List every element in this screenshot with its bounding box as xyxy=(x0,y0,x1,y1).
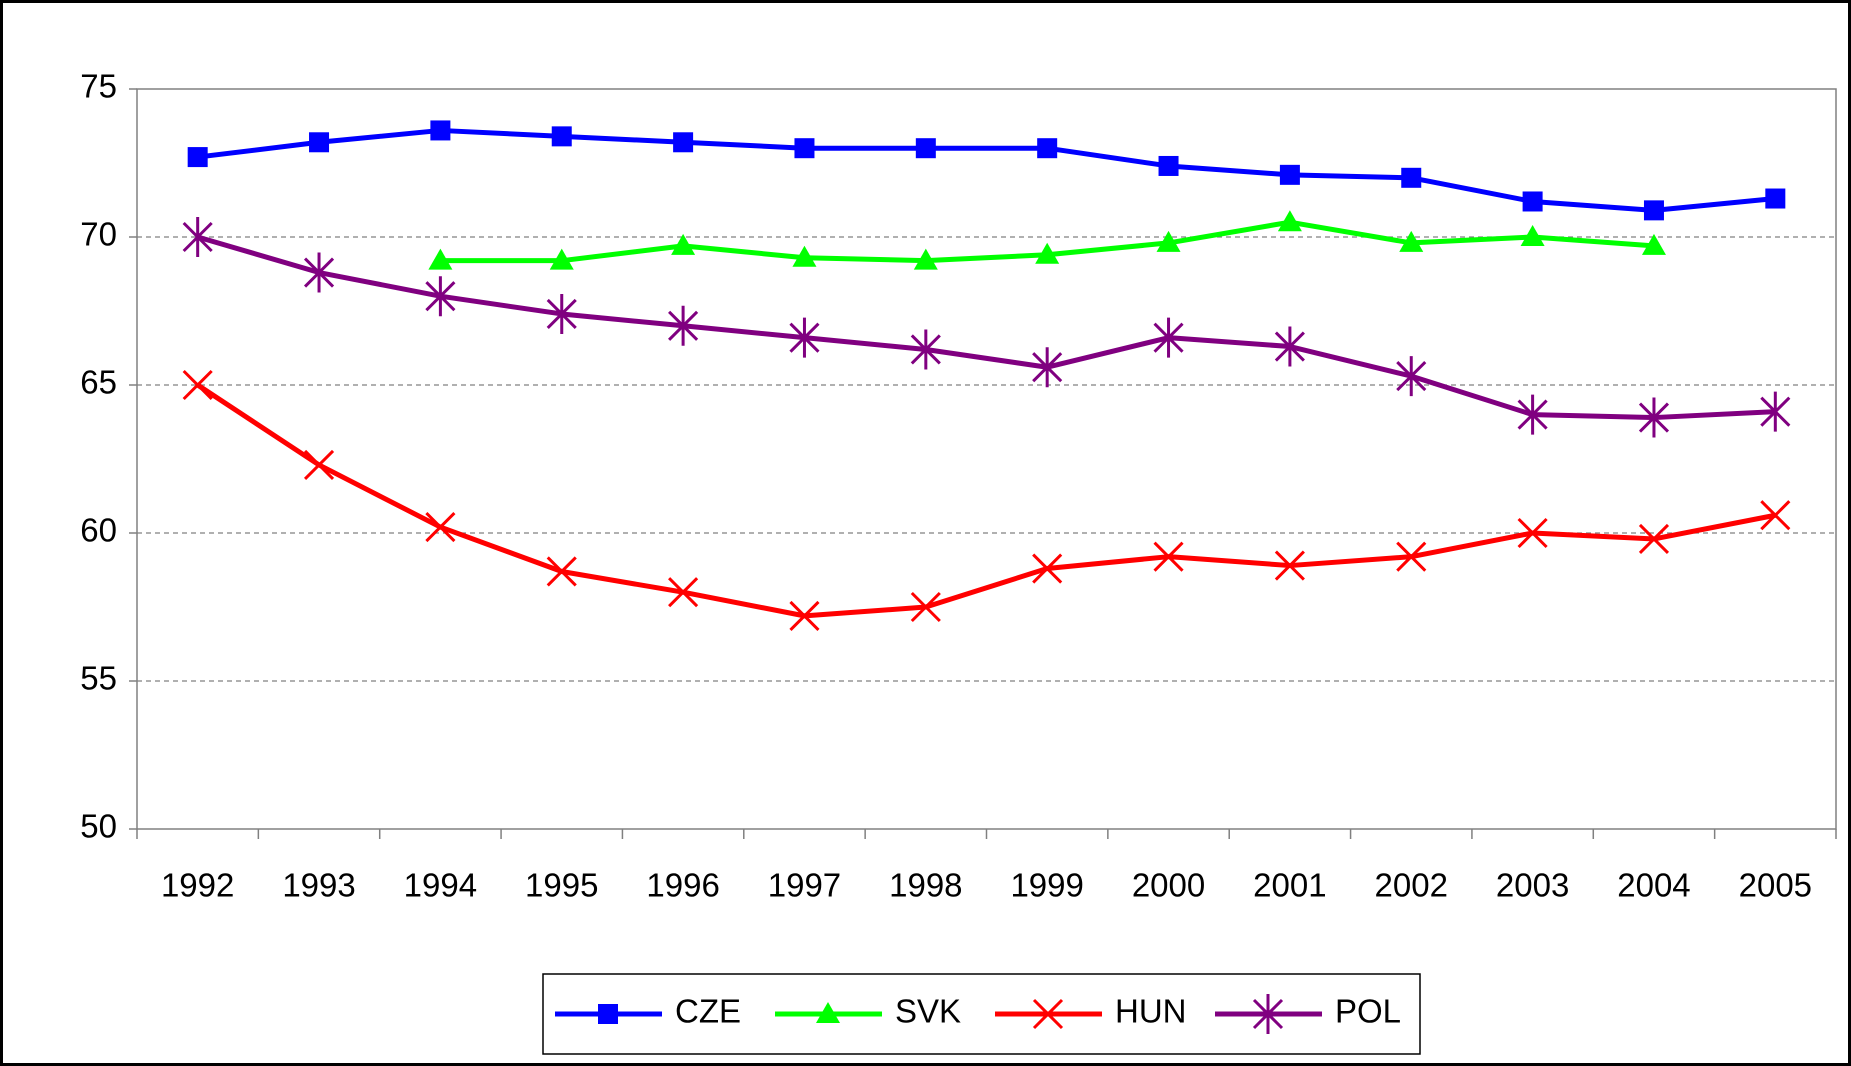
legend-label: SVK xyxy=(895,993,961,1030)
marker xyxy=(425,512,456,543)
x-tick-label: 1993 xyxy=(282,867,355,904)
marker xyxy=(1032,347,1063,388)
marker xyxy=(913,248,938,270)
y-tick-label: 55 xyxy=(80,660,117,697)
y-tick-label: 60 xyxy=(80,512,117,549)
marker xyxy=(1277,210,1302,232)
y-tick-label: 70 xyxy=(80,216,117,253)
x-tick-label: 1995 xyxy=(525,867,598,904)
marker xyxy=(309,132,330,153)
marker xyxy=(1765,188,1786,209)
marker xyxy=(816,1002,840,1023)
x-tick-label: 1992 xyxy=(161,867,234,904)
x-tick-label: 1999 xyxy=(1010,867,1083,904)
marker xyxy=(794,138,815,159)
marker xyxy=(1641,233,1666,255)
marker xyxy=(910,329,941,370)
marker xyxy=(1638,523,1670,554)
x-tick-label: 1997 xyxy=(768,867,841,904)
marker xyxy=(1760,391,1791,432)
marker xyxy=(1037,138,1058,159)
marker xyxy=(1760,500,1791,531)
marker xyxy=(303,449,335,480)
x-tick-label: 2000 xyxy=(1132,867,1205,904)
marker xyxy=(1153,317,1184,358)
y-tick-label: 50 xyxy=(80,808,117,845)
legend-label: CZE xyxy=(675,993,741,1030)
marker xyxy=(182,217,213,257)
marker xyxy=(668,305,699,346)
marker xyxy=(1156,230,1181,252)
marker xyxy=(915,138,936,159)
marker xyxy=(551,126,572,147)
marker xyxy=(546,556,577,587)
marker xyxy=(789,600,820,631)
marker xyxy=(1252,994,1284,1034)
marker xyxy=(1401,167,1422,188)
marker xyxy=(1032,998,1064,1030)
series-line xyxy=(196,234,1776,421)
marker xyxy=(598,1004,618,1024)
marker xyxy=(1396,541,1427,572)
x-tick-label: 2001 xyxy=(1253,867,1326,904)
y-tick-label: 65 xyxy=(80,364,117,401)
marker xyxy=(182,369,213,401)
marker xyxy=(303,252,335,293)
marker xyxy=(792,245,817,267)
marker xyxy=(1396,356,1427,397)
marker xyxy=(1517,394,1548,435)
legend-label: HUN xyxy=(1115,993,1187,1030)
marker xyxy=(1522,191,1543,212)
marker xyxy=(1035,242,1060,264)
x-tick-label: 2002 xyxy=(1375,867,1448,904)
marker xyxy=(1032,553,1063,584)
marker xyxy=(1399,230,1424,252)
marker xyxy=(430,120,451,141)
series-line xyxy=(197,127,1776,213)
marker xyxy=(428,248,453,270)
marker xyxy=(789,317,820,358)
marker xyxy=(1153,541,1184,572)
marker xyxy=(187,147,208,168)
marker xyxy=(671,233,696,255)
marker xyxy=(425,276,456,317)
marker xyxy=(1274,550,1305,581)
legend-label: POL xyxy=(1335,993,1401,1030)
marker xyxy=(1520,225,1545,246)
marker xyxy=(1279,164,1300,185)
x-tick-label: 1994 xyxy=(404,867,477,904)
marker xyxy=(546,293,577,334)
x-tick-label: 2003 xyxy=(1496,867,1569,904)
marker xyxy=(1517,517,1548,549)
y-tick-label: 75 xyxy=(80,68,117,105)
marker xyxy=(1158,155,1179,176)
x-tick-label: 2005 xyxy=(1739,867,1812,904)
x-tick-label: 1996 xyxy=(646,867,719,904)
marker xyxy=(549,248,574,270)
series-line xyxy=(196,382,1776,619)
marker xyxy=(673,132,694,153)
marker xyxy=(1274,326,1305,367)
marker xyxy=(1643,200,1664,221)
marker xyxy=(1638,397,1670,438)
x-tick-label: 2004 xyxy=(1617,867,1690,904)
marker xyxy=(668,577,699,608)
marker xyxy=(910,591,941,623)
x-tick-label: 1998 xyxy=(889,867,962,904)
